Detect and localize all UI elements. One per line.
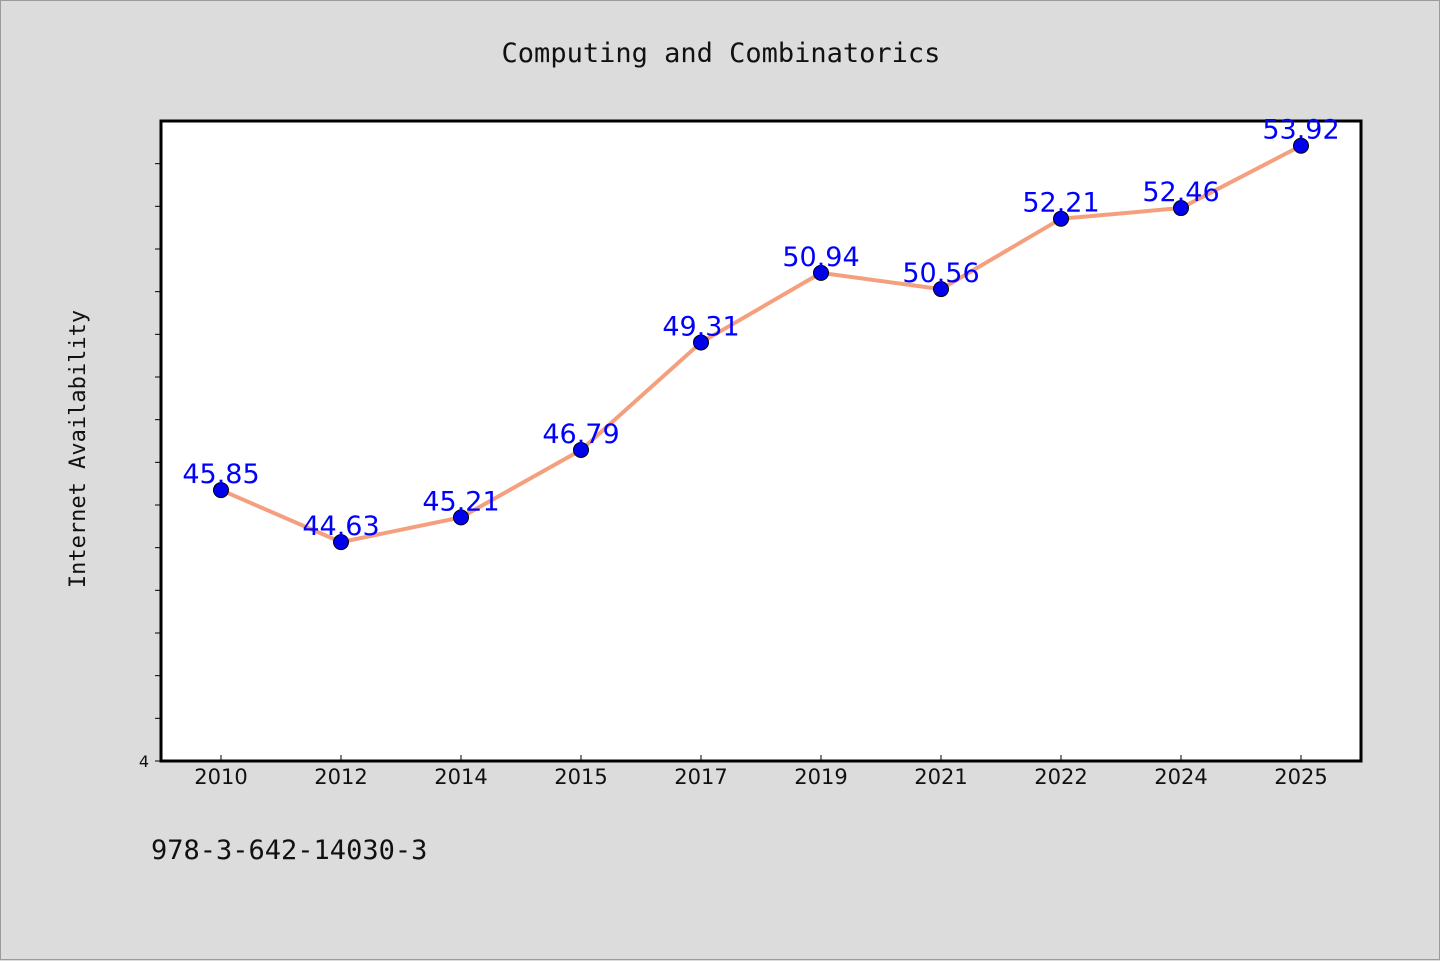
data-point	[213, 482, 229, 499]
x-tick-label: 2022	[1034, 765, 1087, 789]
x-tick-label: 2025	[1274, 765, 1327, 789]
footer-code: 978-3-642-14030-3	[151, 835, 428, 866]
data-point	[1173, 200, 1189, 217]
data-label: 45.85	[182, 459, 259, 490]
data-markers	[213, 137, 1309, 551]
data-label: 46.79	[542, 419, 619, 450]
chart-title: Computing and Combinatorics	[502, 38, 941, 69]
x-tick-label: 2024	[1154, 765, 1207, 789]
data-point	[453, 509, 469, 526]
data-label: 52.46	[1142, 177, 1219, 208]
data-point	[693, 334, 709, 351]
data-point	[933, 281, 949, 298]
data-point	[1053, 210, 1069, 227]
y-axis-label: Internet Availability	[66, 310, 91, 588]
data-label: 49.31	[662, 311, 739, 342]
data-point	[1293, 137, 1309, 154]
series-line	[220, 143, 1302, 545]
x-tick-label: 2021	[914, 765, 967, 789]
data-label: 52.21	[1022, 188, 1099, 219]
x-tick-label: 2010	[194, 765, 247, 789]
data-label: 45.21	[422, 486, 499, 517]
data-point	[333, 534, 349, 551]
y-tick-label: 4	[139, 752, 149, 771]
x-tick-label: 2019	[794, 765, 847, 789]
data-labels: 45.85 44.63 45.21 46.79 49.31 50.94 50.56 52.21…	[182, 115, 1339, 542]
y-axis-ticks: 4	[139, 163, 161, 771]
data-label: 44.63	[302, 511, 379, 542]
x-tick-label: 2015	[554, 765, 607, 789]
plot-area	[159, 119, 1363, 763]
data-point	[573, 441, 589, 458]
x-tick-label: 2017	[674, 765, 727, 789]
x-tick-label: 2014	[434, 765, 487, 789]
x-tick-label: 2012	[314, 765, 367, 789]
data-label: 53.92	[1262, 115, 1339, 146]
data-point	[813, 264, 829, 281]
series-line-group	[220, 143, 1302, 545]
data-label: 50.94	[782, 242, 859, 273]
x-axis-ticks: 2010 2012 2014 2015 2017 2019 2021 2022 2024 2025	[194, 755, 1328, 789]
data-label: 50.56	[902, 258, 979, 289]
